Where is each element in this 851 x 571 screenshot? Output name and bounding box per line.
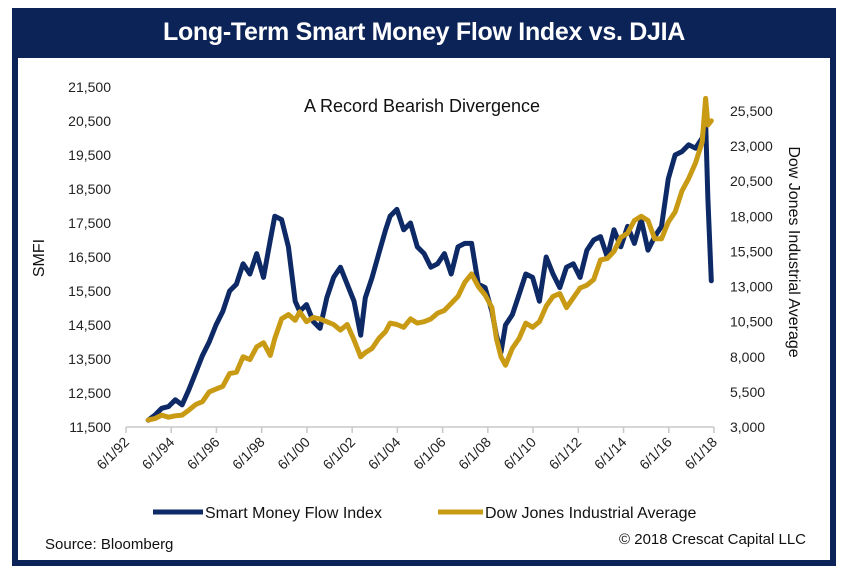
y2-tick-label: 15,500: [730, 243, 773, 259]
x-tick-label: 6/1/08: [455, 434, 494, 473]
y-tick-label: 21,500: [68, 79, 111, 95]
y2-tick-label: 20,500: [730, 173, 773, 189]
y2-tick-label: 23,000: [730, 138, 773, 154]
x-tick-label: 6/1/10: [500, 434, 539, 473]
y2-tick-label: 10,500: [730, 314, 773, 330]
x-tick-label: 6/1/98: [229, 434, 268, 473]
y-tick-label: 17,500: [68, 215, 111, 231]
x-tick-label: 6/1/04: [365, 434, 404, 473]
copyright-note: © 2018 Crescat Capital LLC: [619, 531, 806, 548]
title-bar: Long-Term Smart Money Flow Index vs. DJI…: [12, 8, 836, 58]
x-tick-label: 6/1/06: [410, 434, 449, 473]
x-tick-label: 6/1/94: [139, 434, 178, 473]
x-tick-label: 6/1/92: [93, 434, 132, 473]
y-tick-label: 15,500: [68, 283, 111, 299]
y-axis-left-ticks: 11,500 12,500 13,500 14,500 15,500 16,500 17,5…: [68, 79, 111, 435]
y-tick-label: 16,500: [68, 249, 111, 265]
x-tick-label: 6/1/96: [184, 434, 223, 473]
y2-tick-label: 8,000: [730, 349, 765, 365]
y2-tick-label: 3,000: [730, 419, 765, 435]
y-tick-label: 18,500: [68, 181, 111, 197]
chart-frame: [12, 8, 836, 566]
x-tick-label: 6/1/12: [546, 434, 585, 473]
y2-tick-label: 13,000: [730, 279, 773, 295]
y-tick-label: 13,500: [68, 351, 111, 367]
x-tick-label: 6/1/02: [319, 434, 358, 473]
y-tick-label: 19,500: [68, 147, 111, 163]
y-axis-right-ticks: 3,000 5,500 8,000 10,500 13,000 15,500 18,000 2…: [730, 103, 773, 435]
x-tick-label: 6/1/14: [591, 434, 630, 473]
y-axis-left-title: SMFI: [31, 239, 48, 277]
x-tick-label: 6/1/16: [636, 434, 675, 473]
legend-label-djia: Dow Jones Industrial Average: [485, 505, 696, 522]
y-tick-label: 11,500: [69, 419, 111, 435]
y-tick-label: 20,500: [68, 113, 111, 129]
series-line-djia: [145, 95, 714, 423]
y-tick-label: 12,500: [68, 385, 111, 401]
chart-title: Long-Term Smart Money Flow Index vs. DJI…: [162, 18, 686, 46]
x-tick-label: 6/1/00: [274, 434, 313, 473]
legend-label-smfi: Smart Money Flow Index: [205, 505, 382, 522]
y2-tick-label: 5,500: [730, 384, 765, 400]
y2-tick-label: 18,000: [730, 208, 773, 224]
x-axis-ticks: 6/1/92 6/1/94 6/1/96 6/1/98 6/1/00 6/1/02 6/1/…: [93, 427, 720, 473]
y-axis-right-title: Dow Jones Industrial Average: [785, 146, 802, 357]
plot-area: [145, 95, 714, 423]
x-tick-label: 6/1/18: [681, 434, 720, 473]
y-tick-label: 14,500: [68, 317, 111, 333]
y2-tick-label: 25,500: [730, 103, 773, 119]
chart-annotation: A Record Bearish Divergence: [304, 96, 540, 116]
source-note: Source: Bloomberg: [45, 536, 173, 553]
